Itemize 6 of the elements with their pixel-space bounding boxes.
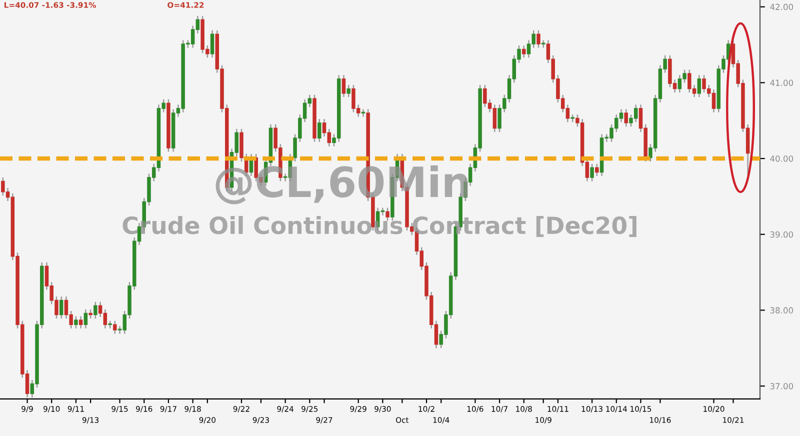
y-tick-label: 40.00 <box>770 155 794 162</box>
y-tick-label: 39.00 <box>770 231 794 238</box>
y-tick-label: 41.00 <box>770 80 794 86</box>
y-tick-label: 37.00 <box>770 383 794 390</box>
y-tick-label: 42.00 <box>770 4 794 10</box>
y-tick-label: 38.00 <box>770 307 794 314</box>
